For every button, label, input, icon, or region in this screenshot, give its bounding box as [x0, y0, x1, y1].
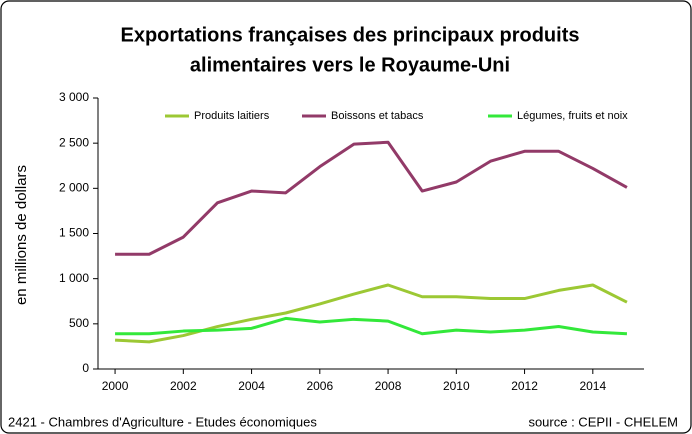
y-tick-label: 2 000 — [59, 181, 89, 195]
chart-title: Exportations françaises des principaux p… — [120, 24, 579, 46]
legend-label: Boissons et tabacs — [331, 110, 424, 122]
footer: source : CEPII - CHELEM — [528, 414, 678, 429]
x-tick-label: 2010 — [443, 379, 470, 393]
y-axis-label: en millions de dollars — [13, 165, 30, 305]
legend-label: Produits laitiers — [194, 110, 270, 122]
y-tick-label: 0 — [82, 361, 89, 375]
footer: 2421 - Chambres d'Agriculture - Etudes é… — [8, 414, 317, 429]
x-tick-label: 2002 — [170, 379, 197, 393]
x-tick-label: 2006 — [306, 379, 333, 393]
x-tick-label: 2000 — [102, 379, 129, 393]
chart-title: alimentaires vers le Royaume-Uni — [190, 54, 510, 76]
series-line — [115, 316, 628, 336]
legend-label: Légumes, fruits et noix — [517, 110, 628, 122]
x-tick-label: 2004 — [238, 379, 265, 393]
y-tick-label: 1 000 — [59, 271, 89, 285]
y-tick-label: 3 000 — [59, 90, 89, 104]
x-tick-label: 2012 — [511, 379, 538, 393]
x-tick-label: 2008 — [375, 379, 402, 393]
y-tick-label: 1 500 — [59, 226, 89, 240]
series-line — [115, 140, 628, 256]
y-tick-label: 2 500 — [59, 135, 89, 149]
x-tick-label: 2014 — [579, 379, 606, 393]
y-tick-label: 500 — [69, 316, 89, 330]
